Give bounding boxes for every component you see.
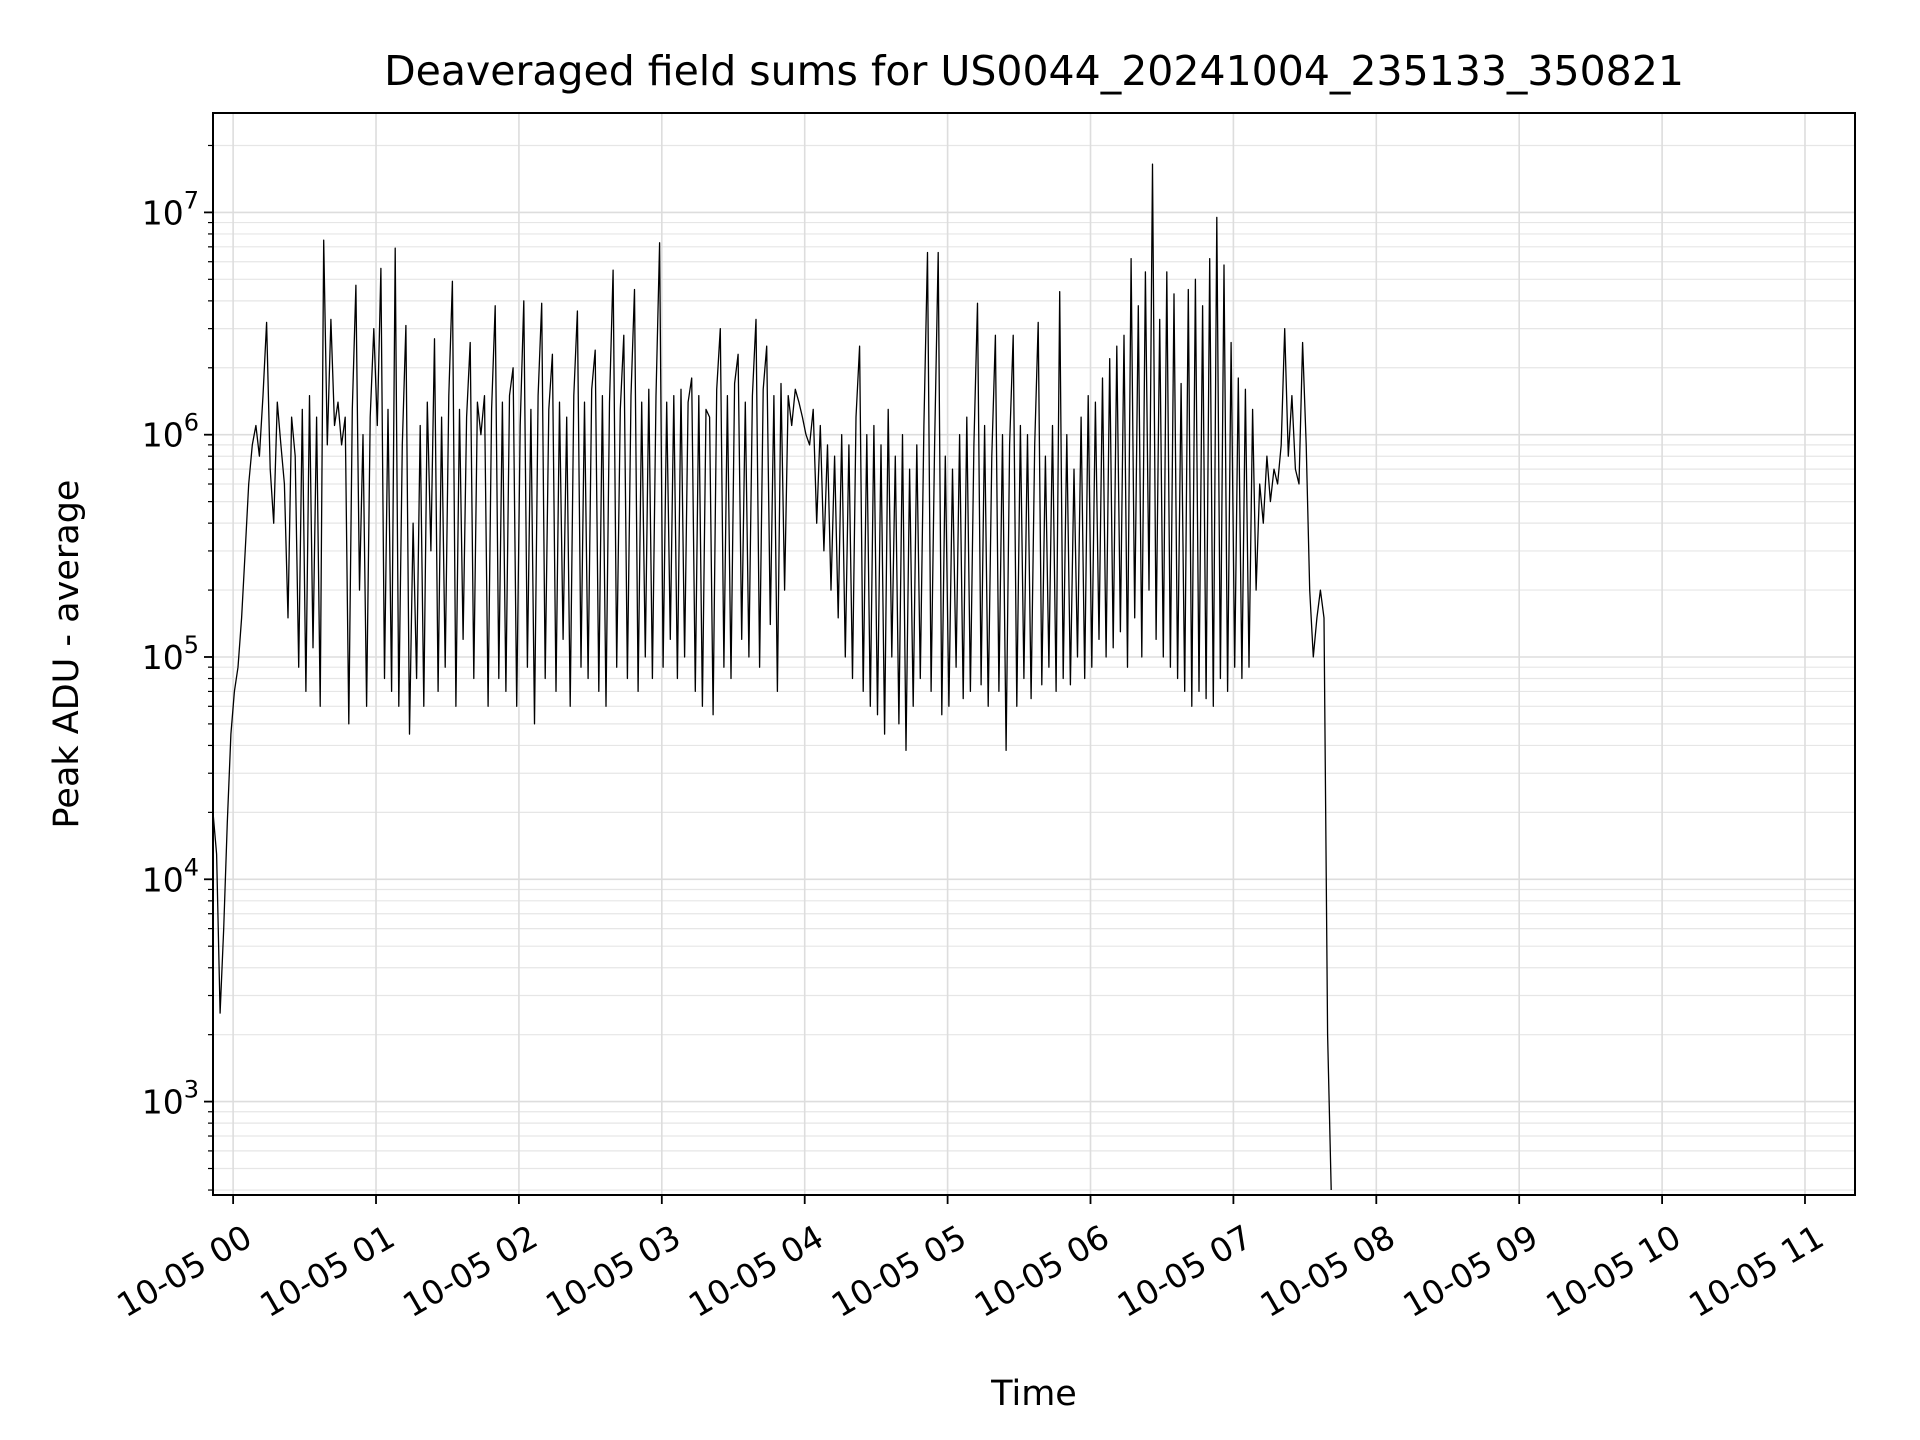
y-tick-label: 103 — [142, 1076, 199, 1122]
y-tick-label-exponent: 3 — [184, 1076, 199, 1104]
y-tick-label: 107 — [142, 186, 199, 232]
y-tick-label-base: 10 — [142, 416, 184, 455]
y-tick-label: 104 — [142, 853, 199, 899]
y-tick-label: 105 — [142, 631, 199, 677]
y-tick-label-exponent: 5 — [184, 631, 199, 659]
y-tick-label-base: 10 — [142, 860, 184, 899]
plot-frame — [212, 112, 1856, 1196]
x-axis-label: Time — [990, 1374, 1077, 1414]
y-tick-label-base: 10 — [142, 1083, 184, 1122]
y-tick-label-exponent: 7 — [184, 186, 199, 214]
series-line — [212, 163, 1332, 1191]
y-tick-label-base: 10 — [142, 193, 184, 232]
y-axis-label: Peak ADU - average — [47, 480, 87, 829]
y-tick-label: 106 — [142, 409, 199, 455]
y-tick-label-base: 10 — [142, 638, 184, 677]
y-tick-label-exponent: 4 — [184, 853, 199, 881]
y-tick-label-exponent: 6 — [184, 409, 199, 437]
chart-title: Deaveraged field sums for US0044_2024100… — [384, 47, 1684, 95]
